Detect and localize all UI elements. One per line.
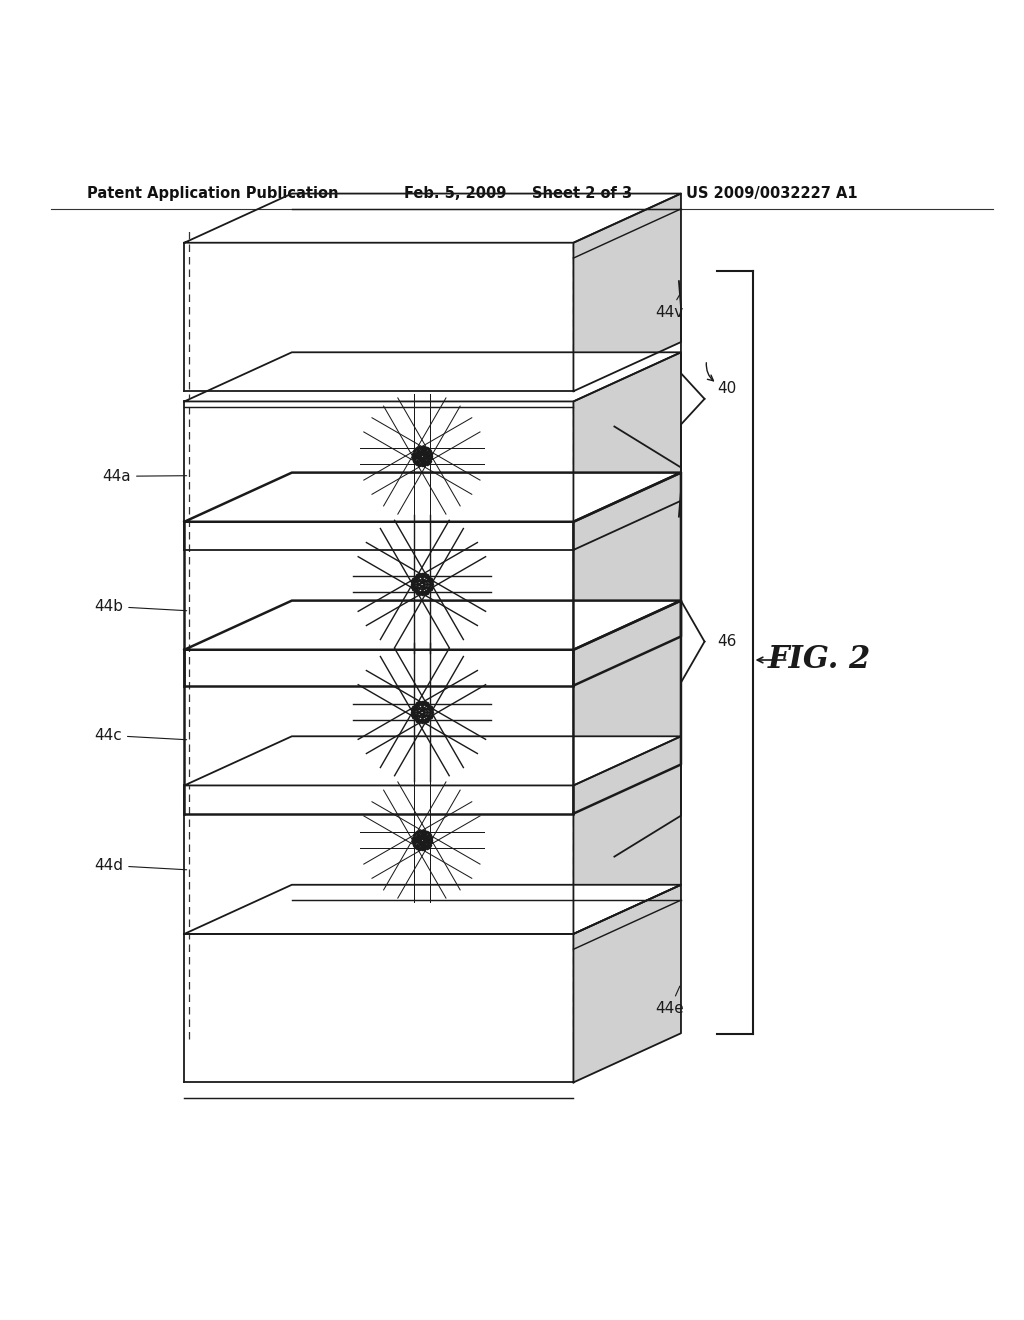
Text: 44v: 44v: [655, 294, 684, 319]
Polygon shape: [573, 884, 681, 1082]
Text: Feb. 5, 2009: Feb. 5, 2009: [404, 186, 507, 201]
Text: Sheet 2 of 3: Sheet 2 of 3: [532, 186, 633, 201]
Polygon shape: [184, 601, 681, 649]
Polygon shape: [184, 352, 681, 401]
Polygon shape: [184, 194, 681, 243]
Text: US 2009/0032227 A1: US 2009/0032227 A1: [686, 186, 858, 201]
Polygon shape: [573, 473, 681, 685]
Polygon shape: [184, 473, 681, 521]
Polygon shape: [573, 352, 681, 550]
Text: 46: 46: [717, 634, 736, 649]
Polygon shape: [573, 737, 681, 935]
Polygon shape: [573, 194, 681, 391]
Polygon shape: [573, 601, 681, 813]
Polygon shape: [184, 737, 681, 785]
Text: Patent Application Publication: Patent Application Publication: [87, 186, 339, 201]
Text: 44e: 44e: [655, 986, 684, 1016]
Text: 40: 40: [717, 381, 736, 396]
Text: FIG. 2: FIG. 2: [768, 644, 871, 676]
Text: 44c: 44c: [94, 727, 186, 743]
Polygon shape: [184, 884, 681, 935]
Text: 44d: 44d: [94, 858, 186, 873]
Text: 44a: 44a: [102, 469, 186, 484]
Text: 44b: 44b: [94, 599, 186, 614]
